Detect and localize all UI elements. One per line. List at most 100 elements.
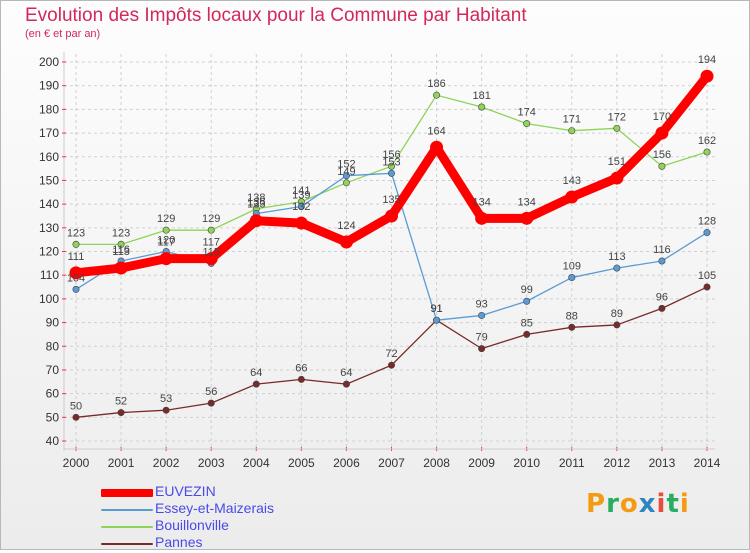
- x-tick-label: 2001: [108, 456, 135, 470]
- y-tick-label: 140: [39, 197, 59, 211]
- y-tick-label: 190: [39, 79, 59, 93]
- x-tick-label: 2002: [153, 456, 180, 470]
- data-point: [342, 179, 350, 187]
- data-point: [69, 266, 83, 280]
- data-label: 91: [430, 303, 442, 315]
- data-point: [342, 172, 350, 180]
- axes: 40 50 60 70 80 90 100 110 120 130 140 150 160 170 180 1…: [39, 52, 721, 470]
- data-label: 79: [476, 332, 488, 344]
- data-label: 153: [382, 156, 400, 168]
- y-tick-label: 110: [40, 268, 59, 282]
- data-label: 117: [157, 237, 175, 249]
- data-label: 123: [67, 227, 85, 239]
- data-label: 156: [382, 149, 400, 161]
- logo-letter: r: [606, 489, 620, 519]
- data-label: 113: [112, 246, 130, 258]
- data-point: [475, 211, 489, 225]
- data-point: [207, 399, 215, 407]
- data-label: 151: [608, 156, 626, 168]
- logo-letter: i: [679, 489, 690, 519]
- data-label: 134: [518, 196, 536, 208]
- data-point: [162, 226, 170, 234]
- data-point: [520, 211, 534, 225]
- data-point: [204, 252, 218, 266]
- data-point: [114, 261, 128, 275]
- data-label: 181: [472, 90, 490, 102]
- data-label: 116: [653, 244, 671, 256]
- data-label: 52: [115, 396, 127, 408]
- data-point: [658, 162, 666, 170]
- data-point: [478, 311, 486, 319]
- data-point: [658, 304, 666, 312]
- y-tick-label: 180: [39, 102, 59, 116]
- y-tick-label: 80: [46, 339, 60, 353]
- data-label: 96: [656, 291, 668, 303]
- logo-letter: x: [638, 489, 657, 519]
- data-point: [610, 171, 624, 185]
- data-label: 132: [292, 201, 310, 213]
- logo-letter: P: [586, 489, 607, 519]
- data-point: [387, 361, 395, 369]
- data-point: [568, 274, 576, 282]
- data-label: 123: [112, 227, 130, 239]
- data-label: 129: [202, 213, 220, 225]
- data-label: 53: [160, 393, 172, 405]
- data-label: 105: [698, 270, 716, 282]
- data-point: [342, 380, 350, 388]
- data-point: [249, 214, 263, 228]
- data-label: 72: [385, 348, 397, 360]
- data-label: 50: [70, 400, 82, 412]
- data-label: 136: [247, 197, 265, 209]
- data-label: 172: [608, 111, 626, 123]
- data-label: 135: [382, 194, 400, 206]
- data-label: 171: [563, 114, 581, 126]
- chart-title: Evolution des Impôts locaux pour la Comm…: [25, 5, 527, 26]
- legend-label: EUVEZIN: [155, 483, 216, 499]
- x-tick-label: 2012: [604, 456, 631, 470]
- data-label: 152: [337, 159, 355, 171]
- data-label: 124: [337, 220, 355, 232]
- x-tick-label: 2009: [468, 456, 495, 470]
- logo-letter: t: [666, 489, 680, 519]
- data-label: 116: [112, 244, 130, 256]
- data-label: 88: [566, 310, 578, 322]
- legend-swatch: [101, 543, 153, 545]
- data-label: 120: [157, 235, 175, 247]
- data-label: 164: [427, 125, 445, 137]
- grid: [64, 54, 715, 449]
- data-point: [339, 235, 353, 249]
- y-tick-label: 70: [46, 363, 60, 377]
- data-point: [700, 69, 714, 83]
- data-point: [613, 321, 621, 329]
- data-point: [387, 162, 395, 170]
- x-tick-label: 2000: [63, 456, 90, 470]
- data-point: [613, 124, 621, 132]
- data-point: [297, 375, 305, 383]
- y-tick-label: 90: [46, 316, 60, 330]
- data-label: 89: [611, 308, 623, 320]
- data-label: 85: [521, 317, 533, 329]
- data-label: 91: [430, 303, 442, 315]
- data-label: 133: [247, 199, 265, 211]
- logo-letter: i: [656, 489, 667, 519]
- data-label: 109: [563, 261, 581, 273]
- data-point: [72, 285, 80, 293]
- legend-label: Essey-et-Maizerais: [155, 500, 275, 516]
- data-point: [703, 283, 711, 291]
- x-tick-label: 2006: [333, 456, 360, 470]
- data-point: [523, 297, 531, 305]
- data-point: [385, 209, 398, 223]
- data-label: 139: [292, 189, 310, 201]
- data-point: [433, 316, 441, 324]
- data-label: 143: [563, 175, 581, 187]
- x-tick-label: 2010: [513, 456, 540, 470]
- data-label: 113: [608, 251, 626, 263]
- data-label: 64: [250, 367, 262, 379]
- data-point: [568, 323, 576, 331]
- data-point: [478, 345, 486, 353]
- data-label: 115: [202, 246, 220, 258]
- x-tick-label: 2014: [694, 456, 721, 470]
- data-point: [703, 148, 711, 156]
